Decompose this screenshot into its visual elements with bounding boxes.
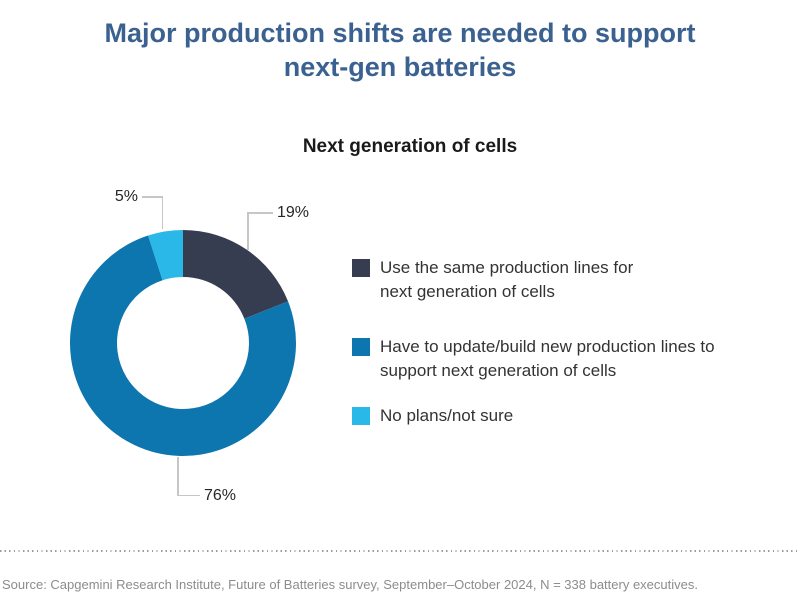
callout-leader-19pct-v	[247, 212, 249, 250]
page-title: Major production shifts are needed to su…	[104, 18, 696, 82]
callout-leader-76pct-h	[177, 494, 200, 496]
source-note: Source: Capgemini Research Institute, Fu…	[2, 577, 698, 592]
donut-chart	[69, 230, 296, 457]
callout-leader-5pct-v	[161, 196, 163, 229]
chart-area: 5% 19% 76% Use the same production lines…	[0, 180, 800, 540]
donut-segment-3	[148, 230, 183, 281]
legend-item-no-plans: No plans/not sure	[352, 404, 513, 428]
dotted-separator	[0, 550, 800, 552]
callout-leader-76pct-v	[177, 457, 179, 496]
callout-label-5pct: 5%	[114, 188, 138, 205]
legend-swatch-dark	[352, 259, 370, 277]
callout-leader-19pct-h	[247, 212, 273, 214]
chart-subtitle: Next generation of cells	[302, 136, 518, 157]
donut-chart-wrap	[68, 228, 298, 458]
legend-label-same-lines: Use the same production lines for next g…	[380, 258, 634, 301]
callout-leader-5pct-h	[142, 196, 163, 198]
legend-label-new-lines: Have to update/build new production line…	[380, 337, 715, 380]
legend-label-no-plans: No plans/not sure	[380, 406, 514, 425]
callout-label-19pct: 19%	[277, 204, 310, 221]
legend-item-new-lines: Have to update/build new production line…	[352, 335, 715, 383]
donut-segment-2	[69, 235, 296, 457]
legend-swatch-blue	[352, 338, 370, 356]
callout-label-76pct: 76%	[204, 487, 237, 504]
legend-swatch-cyan	[352, 407, 370, 425]
legend-item-same-lines: Use the same production lines for next g…	[352, 256, 633, 304]
donut-segment-1	[183, 230, 289, 319]
